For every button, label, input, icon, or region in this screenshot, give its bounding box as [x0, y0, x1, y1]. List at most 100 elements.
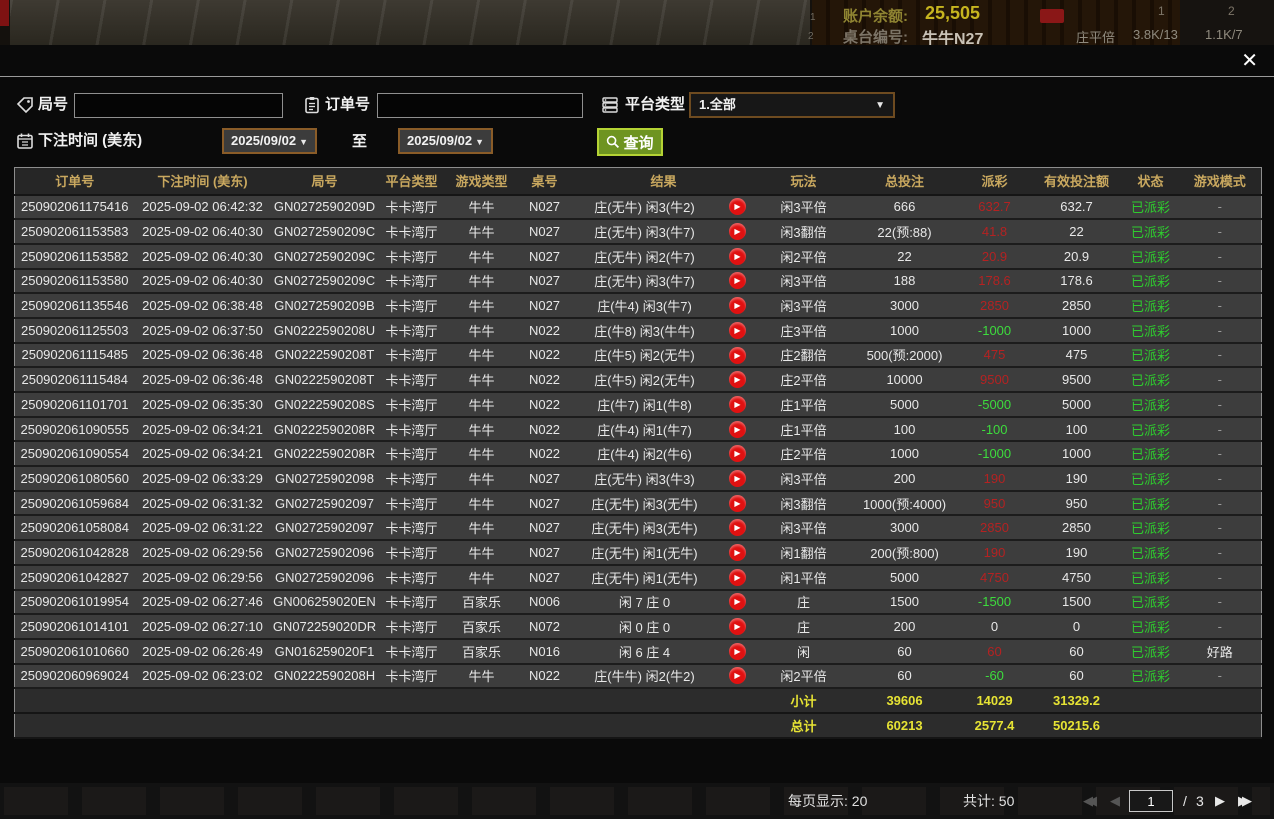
cell-game: 牛牛 — [444, 540, 519, 566]
first-page-button[interactable]: ◀◀ — [1083, 793, 1097, 808]
play-video-icon[interactable]: ▶ — [729, 223, 746, 241]
play-video-icon[interactable]: ▶ — [729, 642, 746, 660]
play-video-icon[interactable]: ▶ — [729, 371, 746, 389]
stat-value-1: 3.8K/13 — [1133, 27, 1178, 42]
search-button-label: 查询 — [623, 134, 654, 152]
cell-status: 已派彩 — [1122, 219, 1179, 245]
date-from-picker[interactable]: 2025/09/02 ▼ — [222, 128, 317, 154]
cell-time: 2025-09-02 06:27:46 — [134, 589, 271, 616]
cell-round: GN0272590209C — [270, 243, 379, 270]
round-number-input[interactable] — [74, 93, 283, 118]
table-row: 250902061175416 2025-09-02 06:42:32 GN0272… — [14, 194, 1262, 221]
cell-platform: 卡卡湾厅 — [378, 317, 445, 344]
table-row: 250902061058084 2025-09-02 06:31:22 GN0272… — [14, 515, 1262, 542]
cell-time: 2025-09-02 06:29:56 — [134, 564, 271, 591]
cell-round: GN0222590208H — [270, 663, 379, 690]
total-total-bet: 60213 — [850, 712, 959, 739]
cell-time: 2025-09-02 06:27:10 — [134, 614, 271, 640]
cell-play: 庄 — [756, 589, 851, 616]
play-video-icon[interactable]: ▶ — [729, 321, 746, 339]
play-video-icon[interactable]: ▶ — [729, 469, 746, 487]
cell-play: 庄2平倍 — [756, 367, 851, 393]
table-row: 250902061042828 2025-09-02 06:29:56 GN0272… — [14, 540, 1262, 566]
play-video-icon[interactable]: ▶ — [729, 544, 746, 561]
play-video-icon[interactable]: ▶ — [729, 272, 746, 290]
cell-play: 闲2平倍 — [756, 243, 851, 270]
cell-play-video: ▶ — [718, 293, 757, 319]
cell-game: 牛牛 — [444, 293, 519, 319]
total-valid-bet: 50215.6 — [1030, 712, 1123, 739]
cell-table: N027 — [518, 540, 571, 566]
cell-time: 2025-09-02 06:40:30 — [134, 243, 271, 270]
cell-result: 庄(牛7) 闲1(牛8) — [570, 392, 719, 418]
cell-status: 已派彩 — [1122, 317, 1179, 344]
table-row: 250902061153582 2025-09-02 06:40:30 GN0272… — [14, 243, 1262, 270]
play-video-icon[interactable]: ▶ — [729, 247, 746, 265]
background-wall-texture — [10, 0, 810, 45]
cell-valid: 190 — [1030, 540, 1123, 566]
cell-mode: - — [1178, 441, 1262, 468]
play-video-icon[interactable]: ▶ — [729, 568, 746, 586]
cell-total: 10000 — [850, 367, 959, 393]
play-video-icon[interactable]: ▶ — [729, 667, 746, 685]
cell-total: 60 — [850, 663, 959, 690]
cell-table: N022 — [518, 416, 571, 443]
cell-play-video: ▶ — [718, 540, 757, 566]
play-video-icon[interactable]: ▶ — [729, 297, 746, 315]
cell-round: GN0272590209B — [270, 293, 379, 319]
table-row: 250902061115484 2025-09-02 06:36:48 GN0222… — [14, 367, 1262, 393]
stat-value-2: 1.1K/7 — [1205, 27, 1243, 42]
table-row: 250902061115485 2025-09-02 06:36:48 GN0222… — [14, 342, 1262, 369]
header-result: 结果 — [570, 167, 757, 196]
cell-table: N027 — [518, 219, 571, 245]
cell-table: N027 — [518, 194, 571, 221]
play-video-icon[interactable]: ▶ — [729, 198, 746, 216]
play-video-icon[interactable]: ▶ — [729, 593, 746, 611]
cell-mode: - — [1178, 194, 1262, 221]
cell-play-video: ▶ — [718, 243, 757, 270]
next-page-button[interactable]: ▶ — [1215, 793, 1225, 808]
play-video-icon[interactable]: ▶ — [729, 445, 746, 463]
play-video-icon[interactable]: ▶ — [729, 420, 746, 438]
cell-valid: 100 — [1030, 416, 1123, 443]
cell-status: 已派彩 — [1122, 663, 1179, 690]
bet-time-label: 下注时间 (美东) — [38, 132, 143, 149]
play-video-icon[interactable]: ▶ — [729, 346, 746, 364]
cell-result: 庄(无牛) 闲3(牛7) — [570, 268, 719, 295]
cell-order: 250902061058084 — [14, 515, 135, 542]
cell-order: 250902061153582 — [14, 243, 135, 270]
cell-total: 60 — [850, 638, 959, 665]
cell-payout: 190 — [958, 540, 1031, 566]
search-button[interactable]: 查询 — [597, 128, 663, 156]
close-icon[interactable]: ✕ — [1241, 50, 1258, 72]
cell-round: GN02725902097 — [270, 490, 379, 517]
cell-order: 250902061080560 — [14, 466, 135, 492]
cell-play: 闲2平倍 — [756, 663, 851, 690]
play-video-icon[interactable]: ▶ — [729, 519, 746, 537]
platform-type-select[interactable]: 1.全部 ▼ — [689, 92, 895, 118]
table-row: 250902061135546 2025-09-02 06:38:48 GN0272… — [14, 293, 1262, 319]
filter-row-1: 局号 订单号 平台类型 1.全部 ▼ — [0, 92, 1274, 118]
play-video-icon[interactable]: ▶ — [729, 494, 746, 512]
cell-platform: 卡卡湾厅 — [378, 243, 445, 270]
prev-page-button[interactable]: ◀ — [1110, 793, 1120, 808]
last-page-button[interactable]: ▶▶ — [1238, 793, 1252, 808]
order-number-input[interactable] — [377, 93, 583, 118]
cell-valid: 632.7 — [1030, 194, 1123, 221]
cell-valid: 9500 — [1030, 367, 1123, 393]
cell-play: 闲3翻倍 — [756, 219, 851, 245]
page-input[interactable] — [1129, 790, 1173, 812]
cell-result: 庄(无牛) 闲3(牛3) — [570, 466, 719, 492]
total-label: 总计 — [756, 712, 851, 739]
cell-play-video: ▶ — [718, 194, 757, 221]
play-video-icon[interactable]: ▶ — [729, 395, 746, 413]
cell-play: 闲3平倍 — [756, 194, 851, 221]
cell-mode: - — [1178, 589, 1262, 616]
play-video-icon[interactable]: ▶ — [729, 618, 746, 636]
table-row: 250902061080560 2025-09-02 06:33:29 GN0272… — [14, 466, 1262, 492]
cell-order: 250902061115485 — [14, 342, 135, 369]
date-to-picker[interactable]: 2025/09/02 ▼ — [398, 128, 493, 154]
cell-time: 2025-09-02 06:35:30 — [134, 392, 271, 418]
cell-play: 闲3平倍 — [756, 268, 851, 295]
cell-platform: 卡卡湾厅 — [378, 416, 445, 443]
